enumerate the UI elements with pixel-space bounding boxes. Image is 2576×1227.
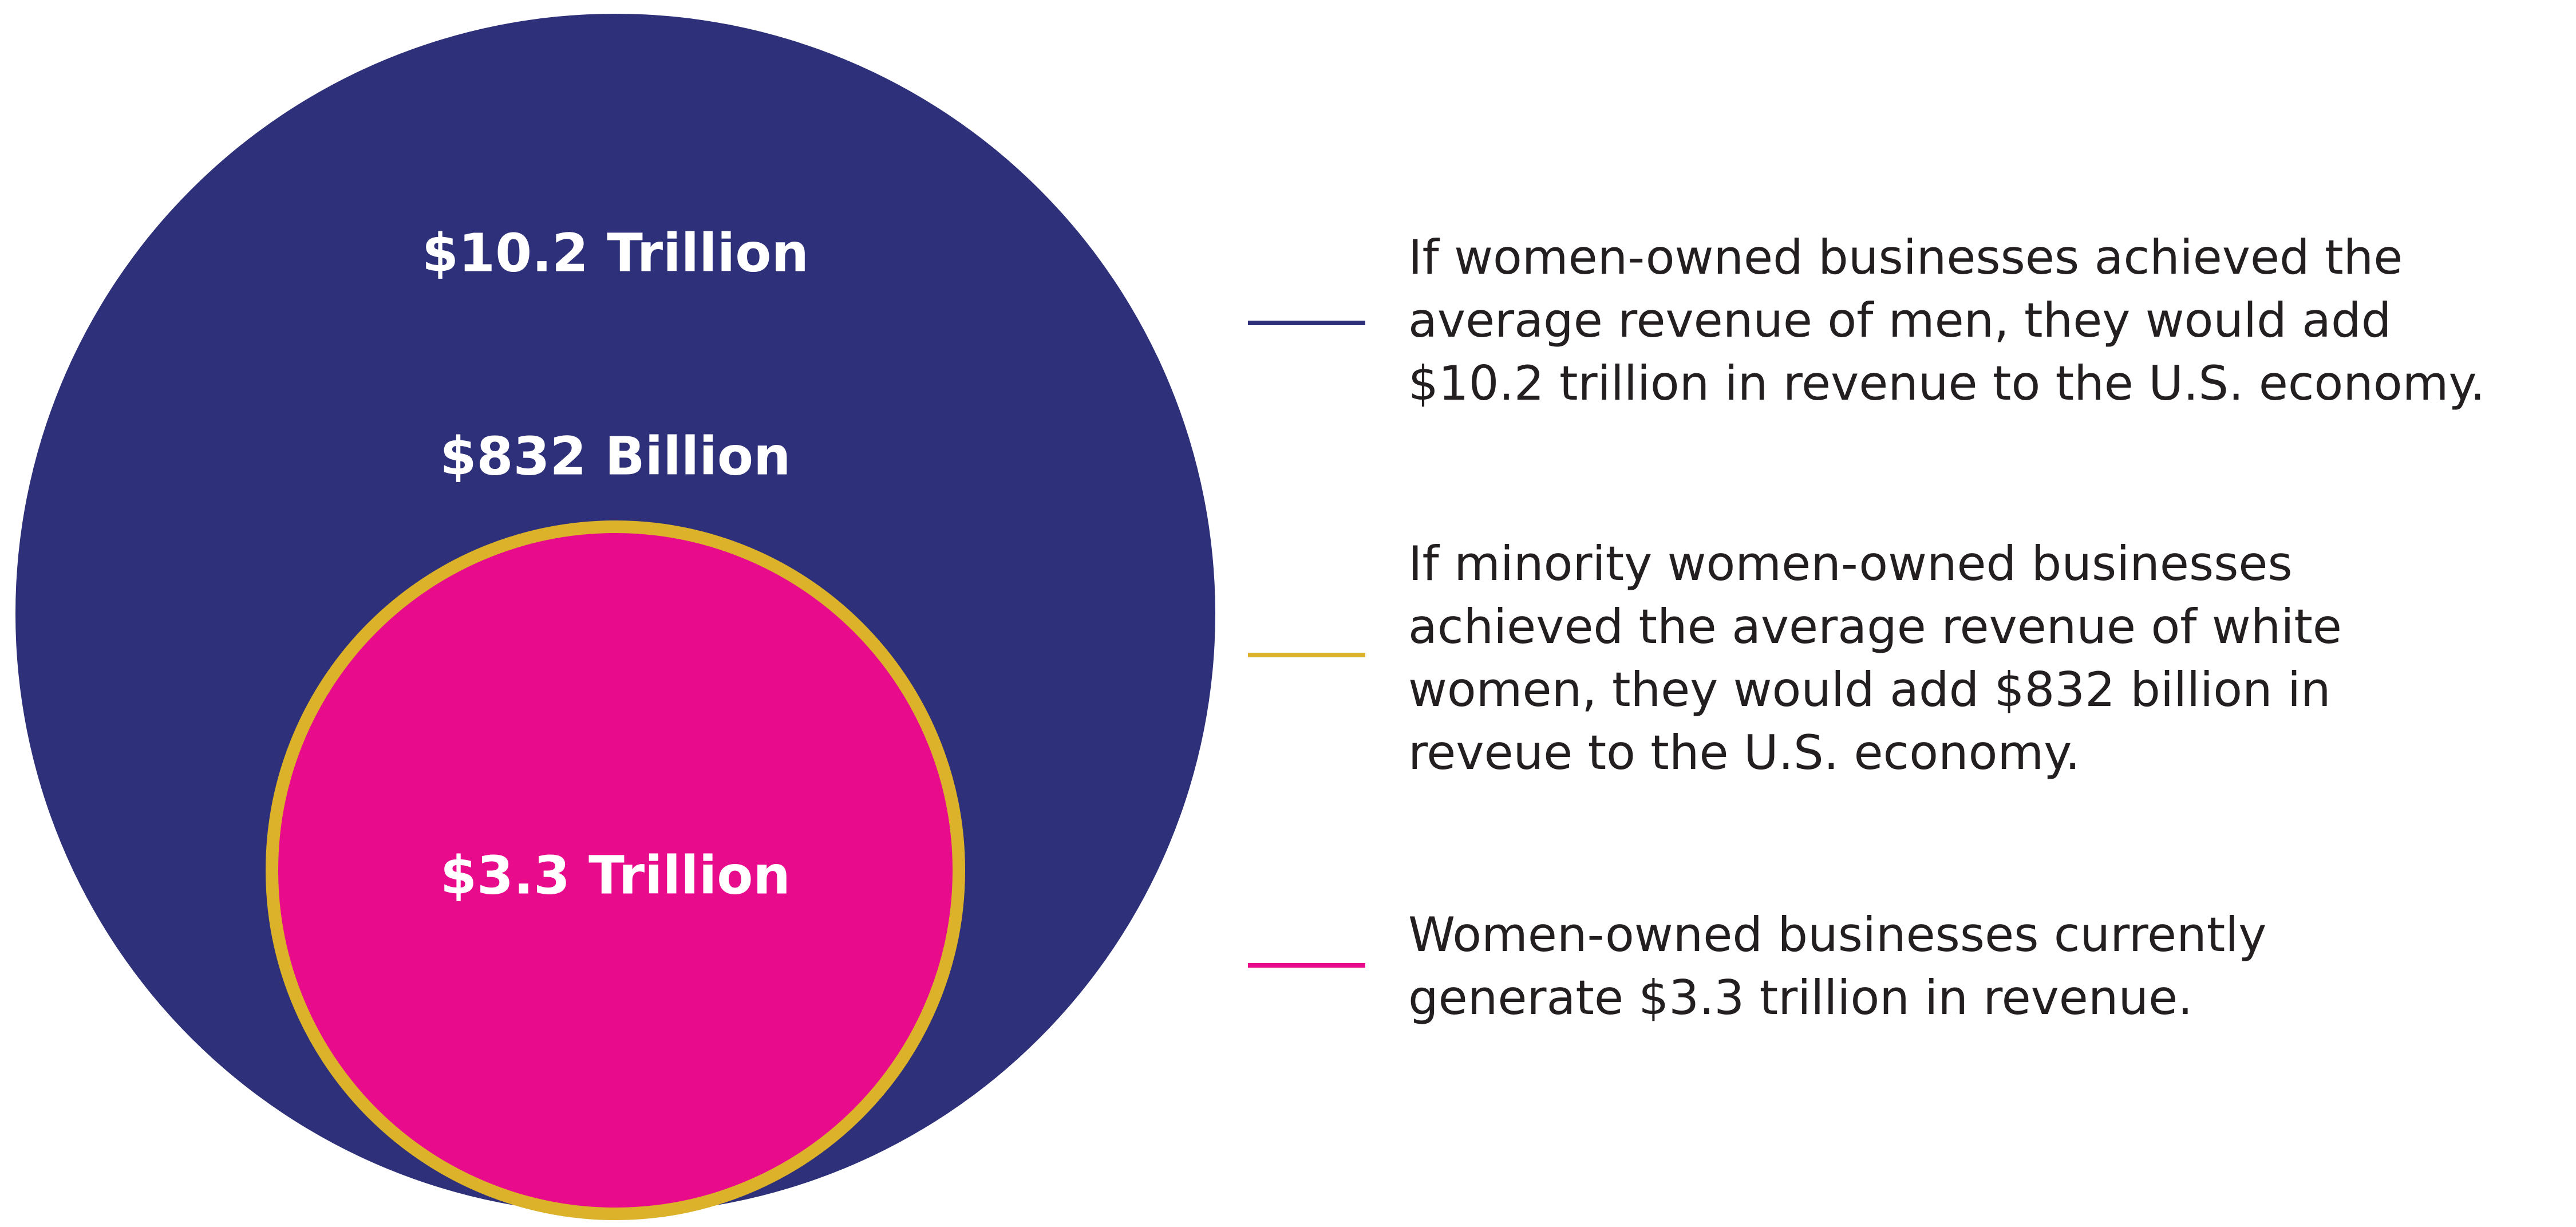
bubble-label-inner: $3.3 Trillion <box>440 845 791 906</box>
legend-text-outer: If women-owned businesses achieved the a… <box>1408 230 2486 411</box>
legend-swatch-outer <box>1248 321 1365 325</box>
legend-item-outer: If women-owned businesses achieved the a… <box>1248 226 2565 421</box>
bubble-inner-3-3-trillion-with-ring <box>266 520 965 1220</box>
legend-swatch-inner <box>1248 963 1365 968</box>
bubble-label-ring: $832 Billion <box>440 425 791 487</box>
legend-item-inner: Women-owned businesses currently generat… <box>1248 904 2565 1035</box>
legend-swatch-ring <box>1248 653 1365 657</box>
bubble-label-outer: $10.2 Trillion <box>422 222 809 283</box>
legend-text-inner: Women-owned businesses currently generat… <box>1408 907 2267 1025</box>
legend-text-ring: If minority women-owned businesses achie… <box>1408 536 2342 780</box>
legend-item-ring: If minority women-owned businesses achie… <box>1248 532 2565 790</box>
